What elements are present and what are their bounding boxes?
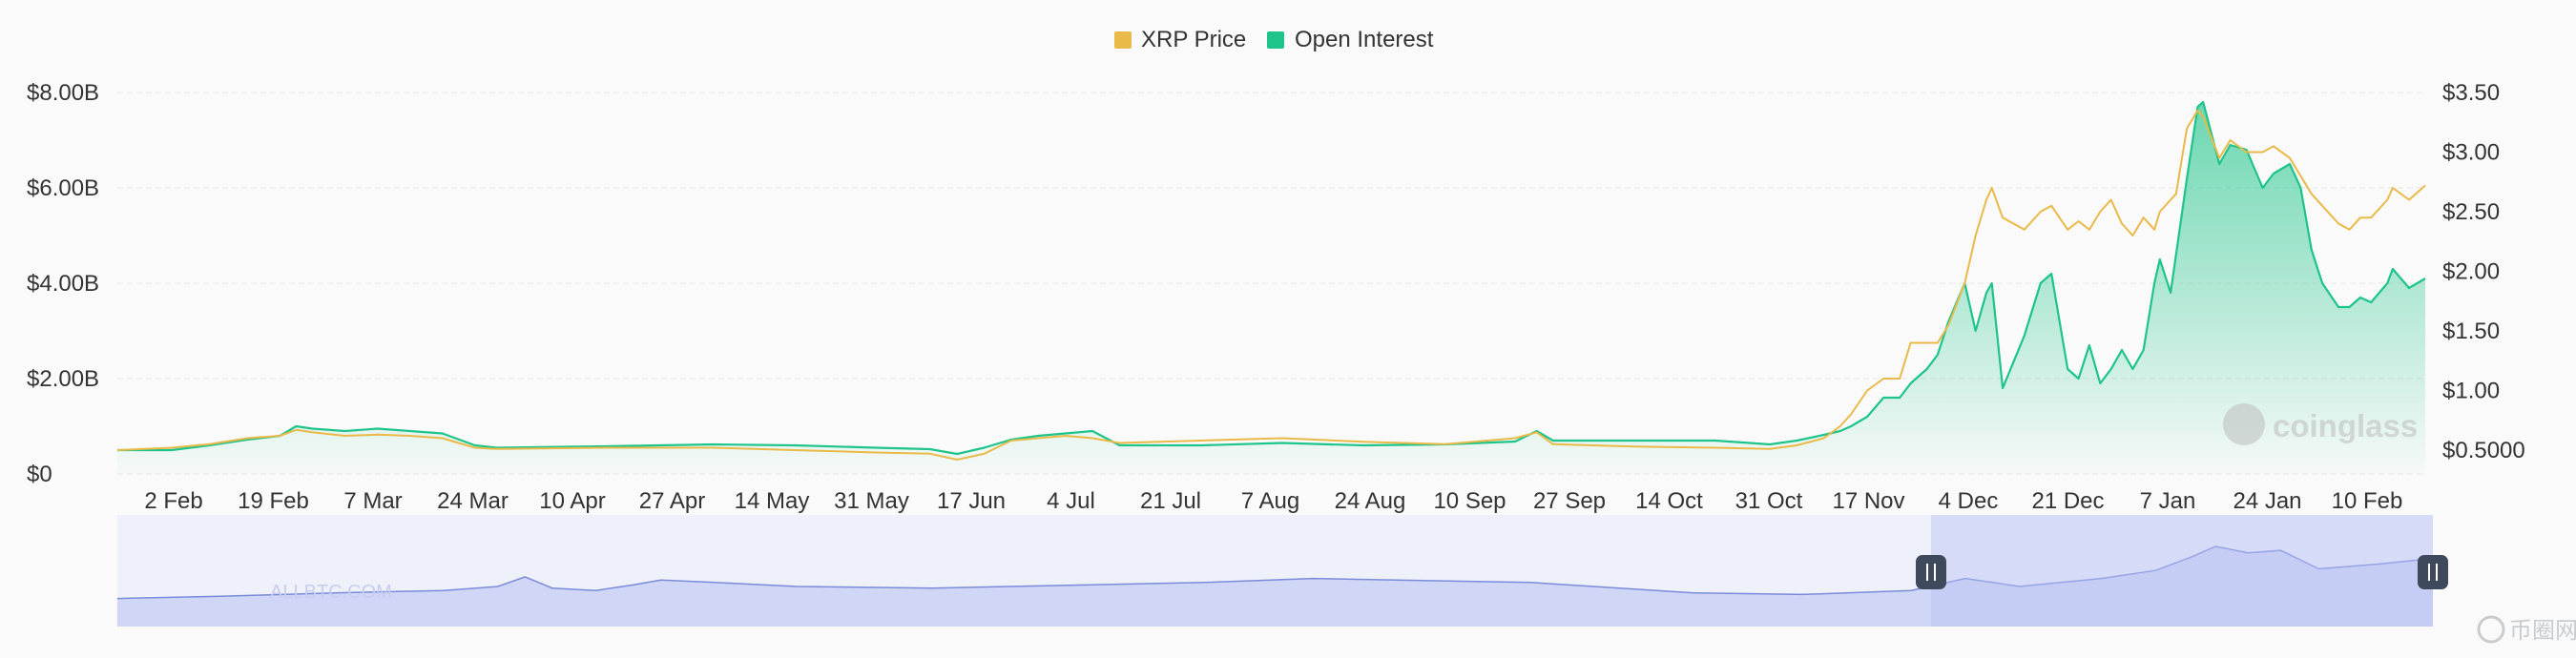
xrp-price-line <box>116 109 2426 461</box>
x-axis: 2 Feb 19 Feb 7 Mar 24 Mar 10 Apr 27 Apr 14 May… <box>144 488 2402 514</box>
series-layer <box>116 100 2426 474</box>
coinglass-watermark: coinglass <box>2223 403 2418 445</box>
right-axis: $0.5000 $1.00 $1.50 $2.00 $2.50 $3.00 $3.50 <box>2442 80 2525 463</box>
x-axis-tick-label: 14 May <box>735 488 810 514</box>
legend-label-open-interest[interactable]: Open Interest <box>1295 27 1434 52</box>
left-axis-tick-label: $2.00B <box>27 366 99 392</box>
x-axis-tick-label: 10 Apr <box>539 488 605 514</box>
x-axis-tick-label: 21 Jul <box>1140 488 1201 514</box>
legend-swatch-open-interest <box>1267 31 1284 49</box>
navigator-series <box>116 545 2434 627</box>
legend-label-xrp-price[interactable]: XRP Price <box>1141 27 1246 52</box>
left-axis-tick-label: $0 <box>27 462 52 487</box>
right-axis-tick-label: $3.00 <box>2442 140 2500 166</box>
x-axis-tick-label: 27 Sep <box>1533 488 1606 514</box>
left-axis-tick-label: $8.00B <box>27 80 99 106</box>
x-axis-tick-label: 27 Apr <box>639 488 705 514</box>
navigator-area <box>117 546 2433 627</box>
navigator-handle-left[interactable] <box>1916 555 1946 589</box>
right-axis-tick-label: $0.5000 <box>2442 438 2525 463</box>
site-watermark: 币圈网 <box>2477 615 2576 644</box>
open-interest-area <box>117 102 2425 474</box>
x-axis-tick-label: 7 Jan <box>2140 488 2196 514</box>
right-axis-tick-label: $3.50 <box>2442 80 2500 106</box>
x-axis-tick-label: 10 Sep <box>1433 488 1506 514</box>
right-axis-tick-label: $1.50 <box>2442 319 2500 344</box>
right-axis-tick-label: $2.50 <box>2442 199 2500 225</box>
x-axis-tick-label: 24 Aug <box>1335 488 1406 514</box>
site-watermark-text: 币圈网 <box>2509 618 2576 644</box>
x-axis-tick-label: 17 Nov <box>1832 488 1904 514</box>
open-interest-line <box>117 100 2426 456</box>
x-axis-tick-label: 14 Oct <box>1635 488 1703 514</box>
left-axis-tick-label: $6.00B <box>27 175 99 201</box>
coinglass-logo-icon <box>2223 403 2265 445</box>
x-axis-tick-label: 19 Feb <box>238 488 309 514</box>
x-axis-tick-label: 4 Jul <box>1047 488 1095 514</box>
left-axis-tick-label: $4.00B <box>27 271 99 297</box>
navigator-line <box>116 545 2434 600</box>
legend[interactable]: XRP Price Open Interest <box>1114 27 1434 52</box>
x-axis-tick-label: 31 Oct <box>1735 488 1803 514</box>
x-axis-tick-label: 7 Aug <box>1241 488 1299 514</box>
x-axis-tick-label: 10 Feb <box>2332 488 2403 514</box>
x-axis-tick-label: 4 Dec <box>1939 488 1999 514</box>
x-axis-tick-label: 24 Mar <box>437 488 509 514</box>
x-axis-tick-label: 17 Jun <box>937 488 1006 514</box>
navigator-handle-right[interactable] <box>2418 555 2448 589</box>
range-navigator[interactable]: ALLBTC.COM <box>116 515 2448 627</box>
x-axis-tick-label: 21 Dec <box>2031 488 2104 514</box>
x-axis-tick-label: 31 May <box>834 488 909 514</box>
x-axis-tick-label: 2 Feb <box>144 488 202 514</box>
navigator-watermark: ALLBTC.COM <box>270 582 392 603</box>
right-axis-tick-label: $2.00 <box>2442 259 2500 285</box>
right-axis-tick-label: $1.00 <box>2442 379 2500 404</box>
legend-swatch-xrp-price <box>1114 31 1132 49</box>
x-axis-tick-label: 24 Jan <box>2233 488 2301 514</box>
coinglass-watermark-text: coinglass <box>2273 408 2418 443</box>
site-logo-icon <box>2477 615 2505 644</box>
x-axis-tick-label: 7 Mar <box>343 488 402 514</box>
left-axis: $0 $2.00B $4.00B $6.00B $8.00B <box>27 80 99 487</box>
navigator-selection[interactable] <box>1931 515 2433 627</box>
